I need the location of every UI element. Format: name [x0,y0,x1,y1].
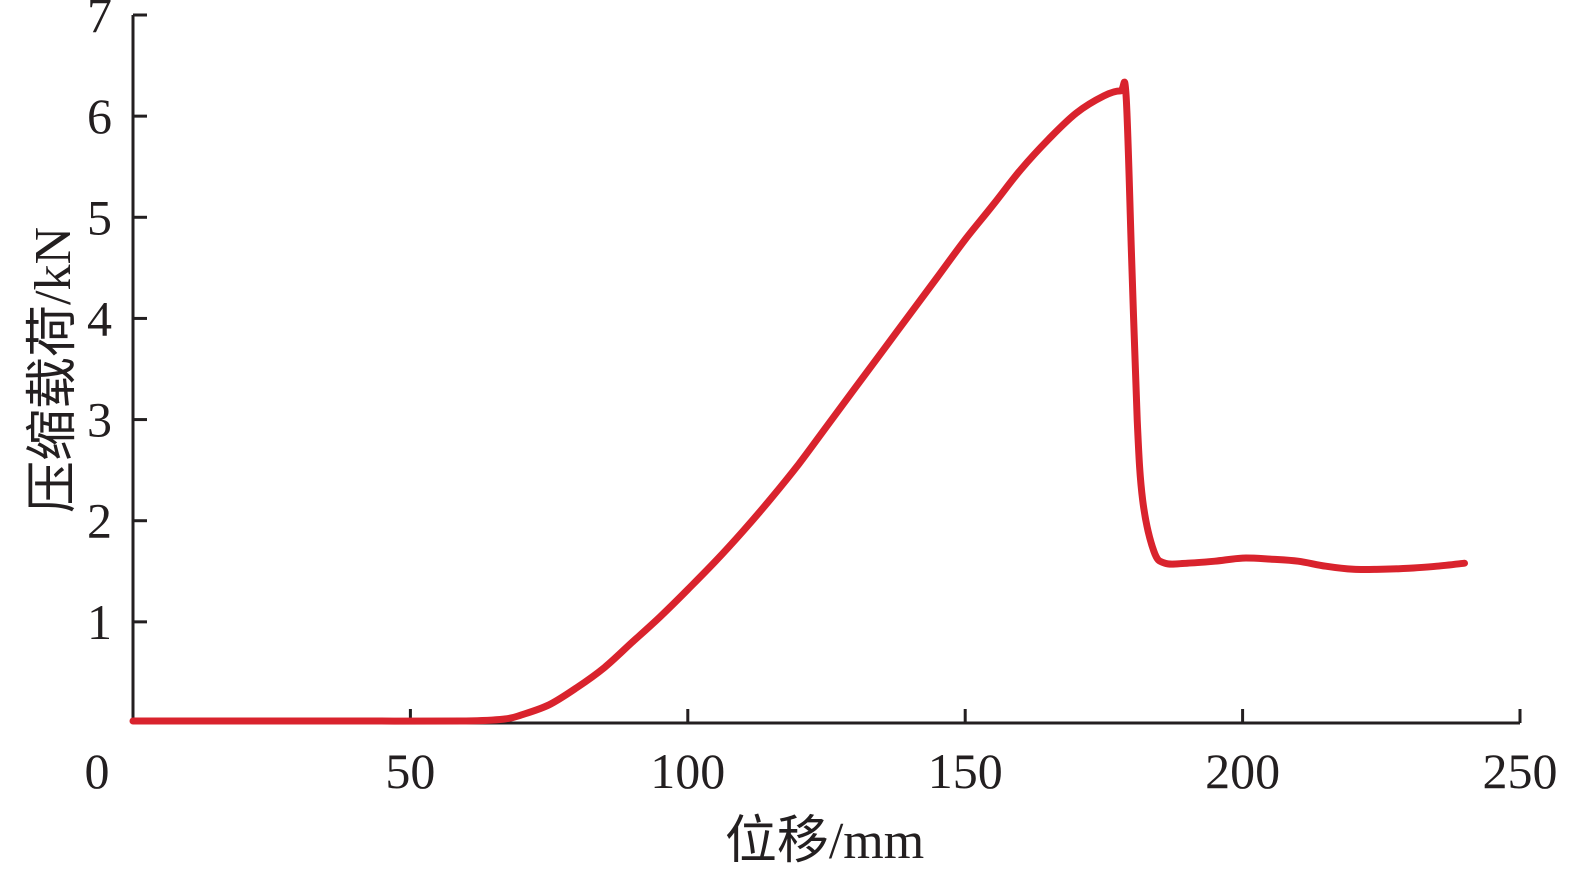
y-tick-label: 2 [87,493,112,549]
x-tick-label: 100 [650,743,725,799]
x-tick-label: 50 [385,743,435,799]
series-line [129,78,1468,725]
x-tick-label: 0 [85,743,110,799]
series-layer [129,78,1468,725]
x-tick-label: 150 [928,743,1003,799]
axes [131,15,1520,725]
y-axis-title: 压缩载荷/kN [25,227,82,513]
y-ticks: 1 2 3 4 5 6 7 [87,0,147,650]
y-tick-label: 5 [87,189,112,245]
y-tick-label: 3 [87,392,112,448]
y-tick-label: 4 [87,290,112,346]
x-tick-label: 250 [1483,743,1558,799]
x-ticks: 0 50 100 150 200 250 [85,709,1558,799]
y-tick-label: 7 [87,0,112,43]
x-tick-label: 200 [1205,743,1280,799]
y-tick-label: 6 [87,88,112,144]
x-axis-title: 位移/mm [725,813,924,870]
y-tick-label: 1 [87,594,112,650]
